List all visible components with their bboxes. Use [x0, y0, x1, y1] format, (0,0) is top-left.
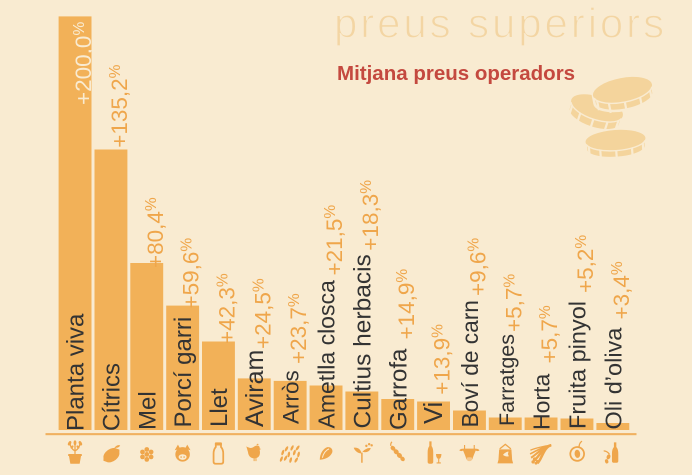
svg-text:Ametlla closca: Ametlla closca [314, 280, 340, 428]
svg-text:Horta: Horta [529, 374, 555, 430]
svg-text:Boví de carn: Boví de carn [457, 300, 483, 427]
svg-text:Cultius herbacis: Cultius herbacis [349, 254, 376, 428]
svg-text:Cítrics: Cítrics [99, 363, 126, 431]
svg-text:+13,9%: +13,9% [430, 324, 455, 395]
svg-text:Oli d’oliva: Oli d’oliva [600, 327, 626, 430]
svg-text:Porcí garri: Porcí garri [170, 317, 197, 428]
svg-text:Mel: Mel [134, 391, 161, 430]
svg-text:Arròs: Arròs [279, 370, 304, 424]
svg-text:Llet: Llet [206, 388, 233, 427]
svg-text:Mitjana preus operadors: Mitjana preus operadors [337, 62, 575, 85]
svg-text:Garrofa: Garrofa [385, 348, 412, 430]
svg-text:preus superiors: preus superiors [334, 0, 667, 47]
svg-text:Aviram: Aviram [241, 350, 269, 427]
svg-text:Planta viva: Planta viva [63, 313, 90, 431]
svg-text:Fruita pinyol: Fruita pinyol [565, 301, 591, 429]
svg-text:Vi: Vi [420, 402, 448, 424]
svg-text:Farratges: Farratges [495, 334, 519, 426]
